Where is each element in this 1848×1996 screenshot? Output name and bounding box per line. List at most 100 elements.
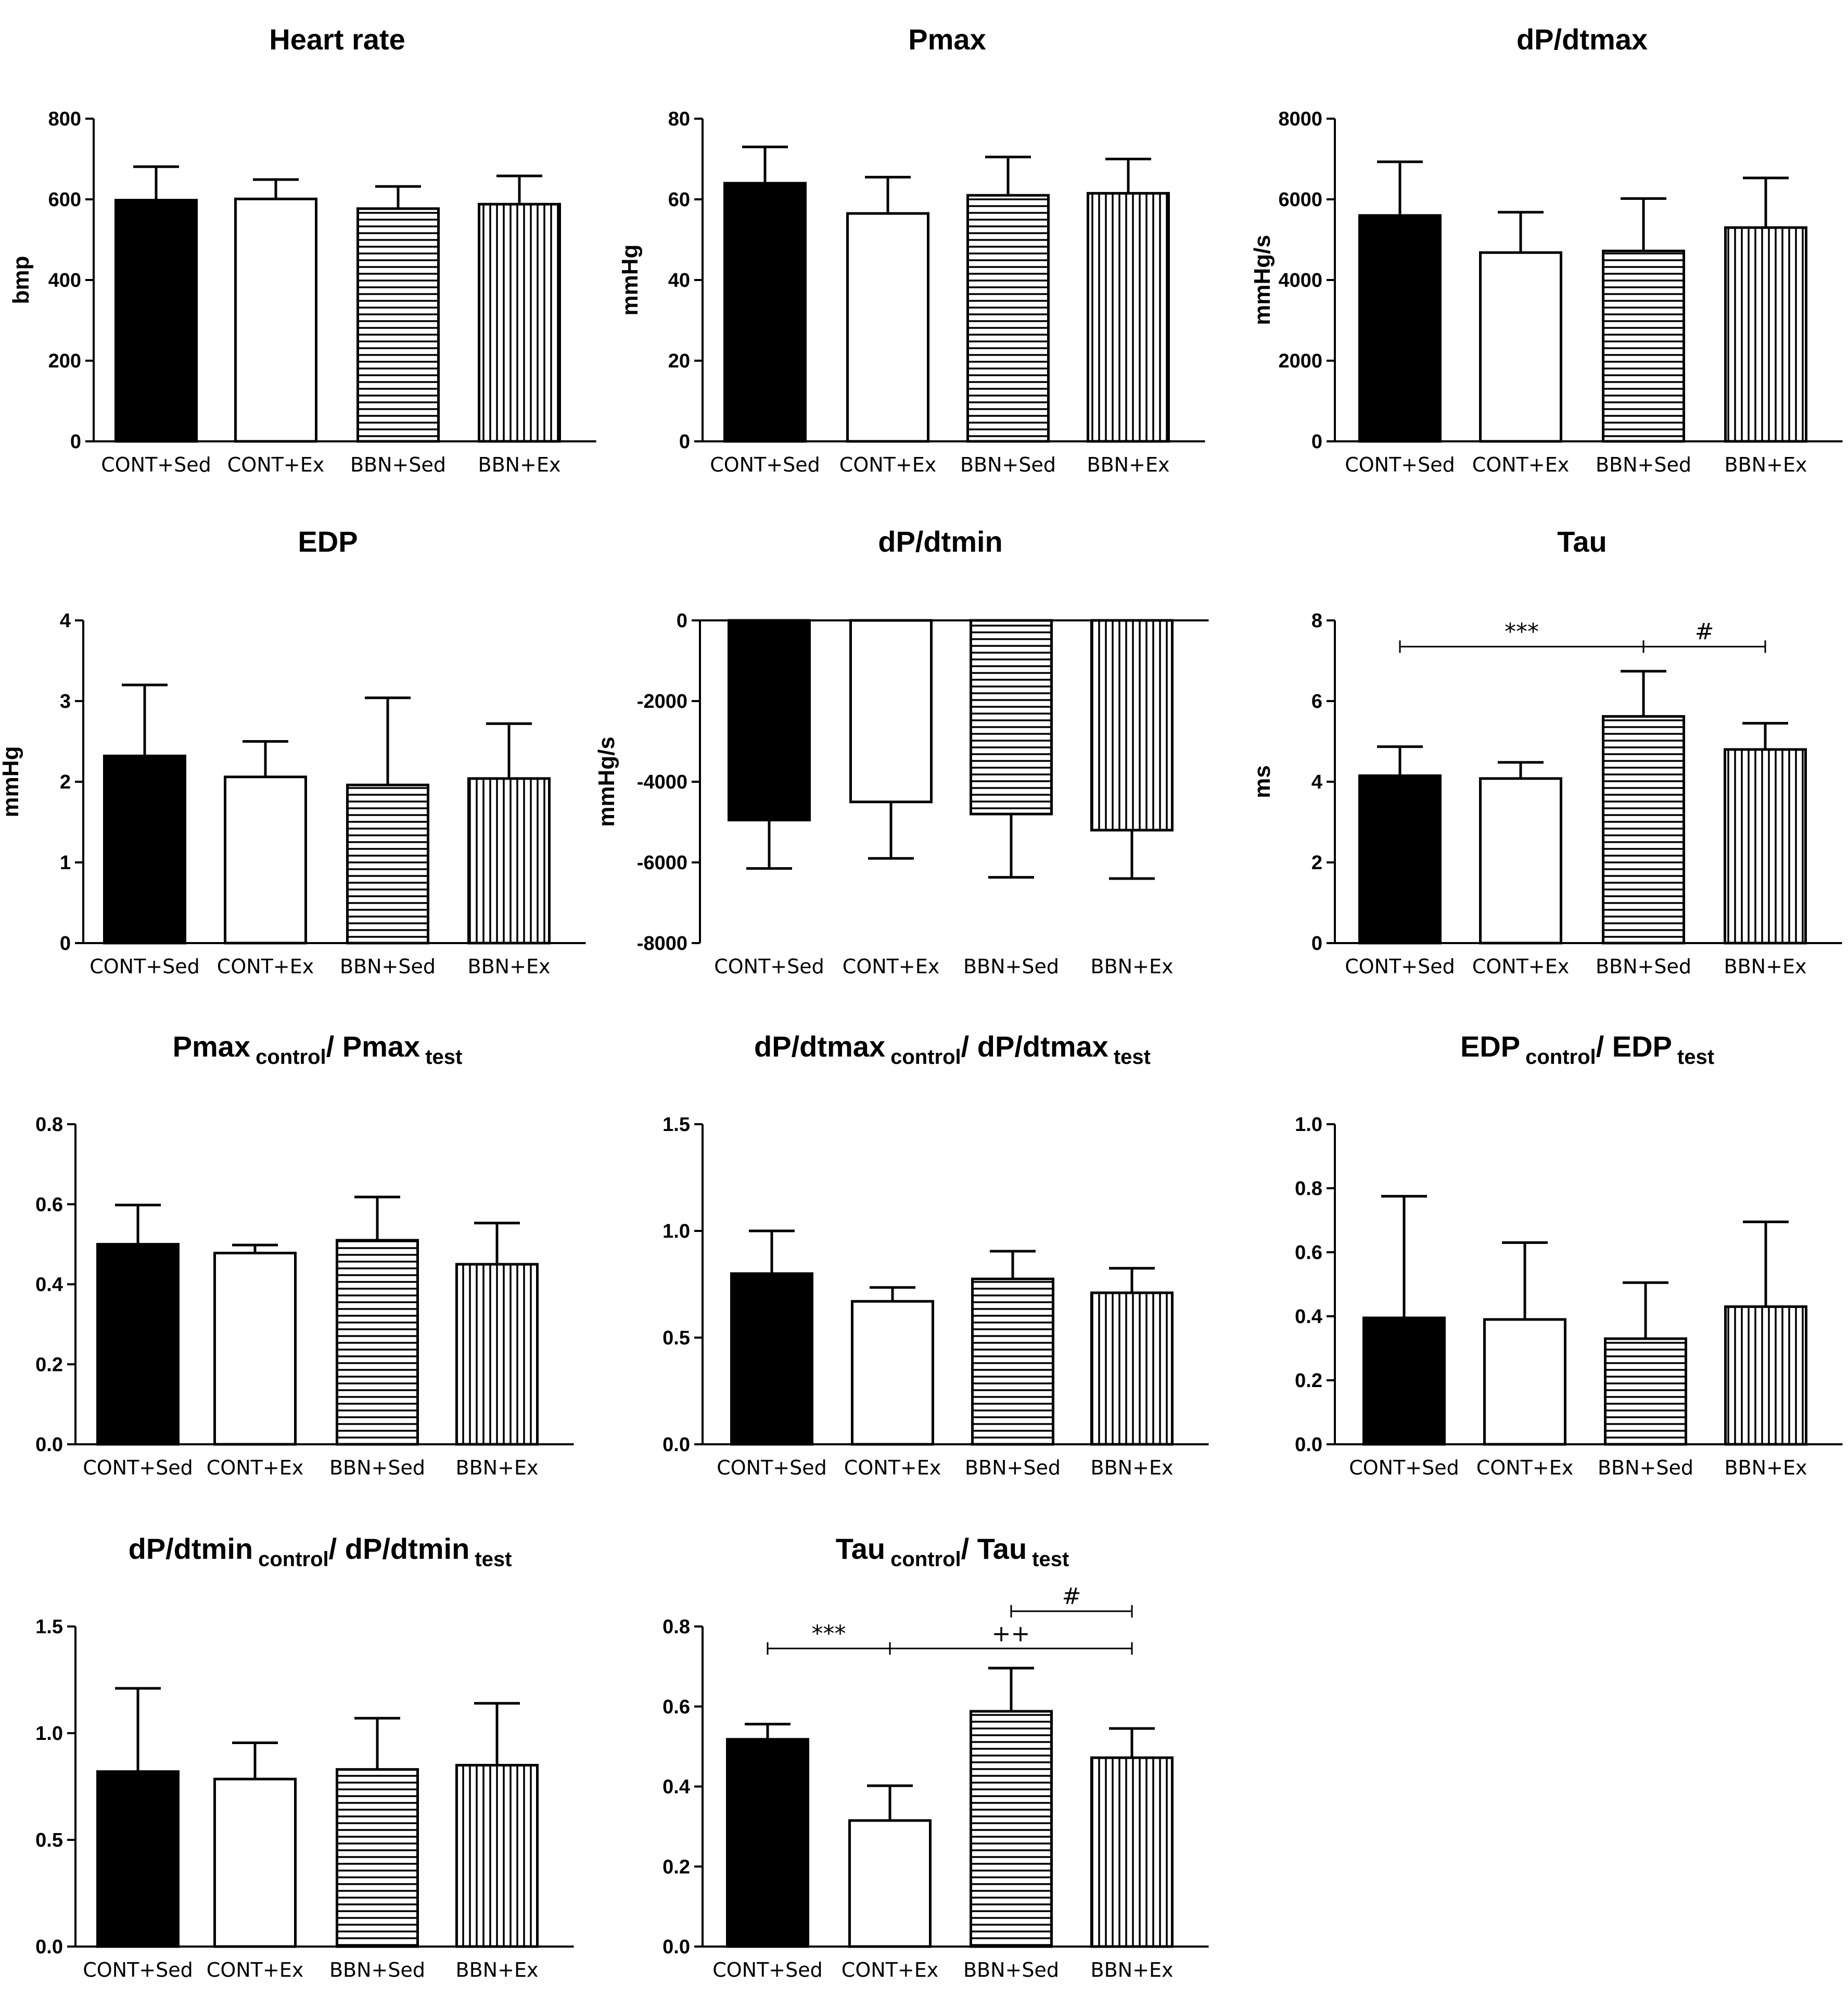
chart-title: Heart rate [269, 23, 405, 56]
y-tick-label: 0.8 [1295, 1178, 1322, 1200]
y-tick-label: 0 [70, 431, 81, 453]
bar-1 [723, 182, 807, 443]
chart-title: Pmax [908, 23, 986, 56]
y-tick-label: 8000 [1278, 108, 1322, 130]
y-axis-label: mmHg/s [1250, 235, 1275, 325]
x-tick-label: CONT+Ex [1476, 1456, 1573, 1479]
bar-2 [846, 212, 929, 443]
chart-title-main: dP/dtmin [129, 1532, 253, 1565]
x-tick-label: BBN+Ex [468, 955, 551, 978]
x-tick-label: BBN+Sed [965, 1456, 1061, 1479]
x-tick-label: BBN+Sed [350, 453, 446, 476]
x-tick-label: BBN+Sed [963, 955, 1059, 978]
y-tick-label: 60 [668, 189, 690, 211]
bar-1 [103, 754, 186, 945]
x-tick-label: BBN+Sed [960, 453, 1056, 476]
bar-2 [224, 775, 307, 945]
significance-label: *** [1505, 618, 1539, 645]
y-tick-label: 800 [48, 108, 81, 130]
x-tick-label: CONT+Sed [1345, 955, 1455, 978]
x-tick-label: CONT+Sed [90, 955, 200, 978]
chart-title: dP/dtmax [1516, 23, 1648, 56]
y-tick-label: 0.4 [1295, 1306, 1322, 1328]
y-tick-label: 6 [1311, 691, 1322, 713]
bar-1 [726, 1738, 809, 1948]
x-tick-label: CONT+Ex [839, 453, 936, 476]
chart-title-main: Tau [1557, 525, 1607, 558]
y-tick-label: 1.0 [1295, 1114, 1322, 1136]
bar-4 [1090, 619, 1174, 832]
bar-3 [336, 1768, 419, 1948]
chart-title-sub: test [1032, 1548, 1069, 1571]
y-tick-label: 0.0 [662, 1936, 690, 1958]
y-tick-label: 600 [48, 189, 81, 211]
x-tick-label: CONT+Ex [843, 955, 939, 978]
bar-1 [1358, 774, 1442, 945]
y-tick-label: 0.0 [1295, 1434, 1322, 1456]
x-tick-label: BBN+Ex [456, 1959, 539, 1981]
chart-title-main: Heart rate [269, 23, 405, 56]
bar-4 [1724, 1305, 1807, 1446]
chart-title-main: dP/dtmax [754, 1030, 885, 1063]
y-tick-label: 0 [679, 431, 690, 453]
chart-title: Tau [1557, 525, 1607, 558]
y-tick-label: 0.8 [662, 1616, 690, 1638]
chart-title: Pmax control/ Pmax test [173, 1030, 463, 1069]
x-tick-label: CONT+Sed [714, 955, 824, 978]
bar-2 [213, 1777, 297, 1948]
chart-title-sub: control [258, 1548, 329, 1571]
chart-title-main: Pmax [173, 1030, 250, 1063]
bar-1 [114, 199, 198, 443]
x-tick-label: BBN+Ex [478, 453, 561, 476]
bar-3 [970, 619, 1053, 816]
y-tick-label: 0.0 [35, 1936, 63, 1958]
y-tick-label: -4000 [637, 771, 687, 793]
bar-3 [1602, 715, 1685, 945]
x-tick-label: BBN+Ex [1724, 955, 1807, 978]
chart-title: dP/dtmin [878, 525, 1003, 558]
y-tick-label: 400 [48, 270, 81, 291]
bar-4 [1090, 1291, 1174, 1446]
chart-title: EDP [298, 525, 358, 558]
chart-dpminr: dP/dtmin control/ dP/dtmin test 0.0 0.5 1.0 1.… [35, 1532, 574, 1981]
chart-edp: EDP 0 1 2 3 4 mmHg CONT+Sed CONT+Ex BBN+Sed BBN+Ex [0, 525, 586, 978]
x-tick-label: BBN+Ex [1091, 955, 1174, 978]
y-axis-label: mmHg [0, 746, 23, 818]
x-tick-label: BBN+Ex [1091, 1959, 1174, 1981]
chart-hr: Heart rate 0 200 400 600 800 bmp CONT+Sed CONT+E… [8, 23, 596, 476]
bar-2 [234, 197, 317, 443]
x-tick-label: BBN+Ex [456, 1456, 539, 1479]
chart-title-mid: / dP/dtmin [329, 1532, 470, 1565]
chart-pmaxr: Pmax control/ Pmax test 0.0 0.2 0.4 0.6 0.8 CONT… [35, 1030, 574, 1479]
y-tick-label: 0.5 [35, 1829, 63, 1851]
bar-4 [455, 1263, 539, 1446]
chart-title-main: dP/dtmax [1516, 23, 1648, 56]
y-axis-label: ms [1250, 765, 1275, 798]
x-tick-label: CONT+Sed [83, 1959, 193, 1981]
bar-2 [1479, 251, 1562, 443]
x-tick-label: CONT+Ex [844, 1456, 941, 1479]
bar-3 [970, 1710, 1053, 1948]
x-tick-label: CONT+Ex [207, 1959, 303, 1981]
x-tick-label: BBN+Sed [340, 955, 436, 978]
bar-2 [213, 1252, 297, 1446]
y-tick-label: 0 [1311, 933, 1322, 955]
y-tick-label: 2 [60, 771, 71, 793]
chart-tau: Tau 0 2 4 6 8 ms CONT+Sed CONT+Ex BBN+Sed BBN+Ex **… [1250, 525, 1842, 978]
y-tick-label: 40 [668, 270, 690, 291]
y-tick-label: 4 [1311, 771, 1322, 793]
bar-2 [1479, 777, 1562, 945]
chart-pmax: Pmax 0 20 40 60 80 mmHg CONT+Sed CONT+Ex BBN+Sed B… [617, 23, 1205, 476]
bar-4 [1087, 192, 1170, 443]
chart-title-main: dP/dtmin [878, 525, 1003, 558]
bar-4 [455, 1764, 539, 1948]
bar-2 [848, 1819, 932, 1948]
bar-1 [1362, 1316, 1446, 1446]
x-tick-label: BBN+Ex [1091, 1456, 1174, 1479]
x-tick-label: CONT+Sed [83, 1456, 193, 1479]
y-tick-label: 200 [48, 350, 81, 372]
chart-title-main: EDP [1460, 1030, 1520, 1063]
chart-title-sub: test [1677, 1046, 1714, 1069]
bar-3 [966, 194, 1050, 443]
